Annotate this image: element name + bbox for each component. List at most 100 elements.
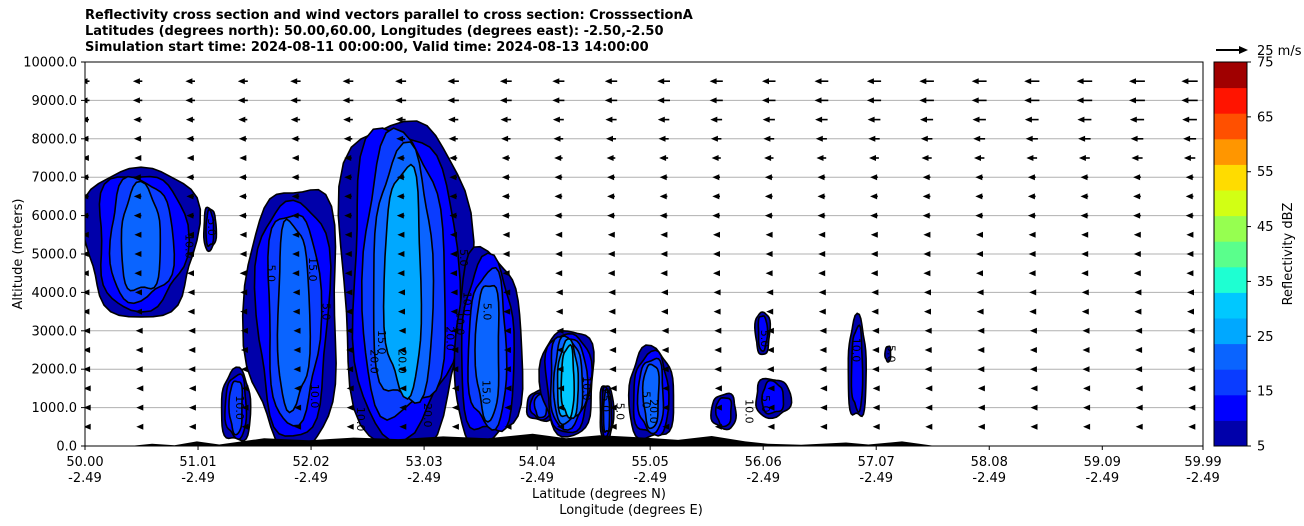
wind-vector	[450, 231, 457, 238]
wind-vector	[1188, 385, 1196, 392]
wind-vector	[815, 135, 827, 142]
wind-vector	[502, 270, 510, 277]
wind-vector	[870, 231, 878, 238]
wind-vector	[135, 347, 143, 353]
wind-vector	[503, 289, 511, 296]
wind-vector	[240, 308, 248, 315]
x-tick-lon-label-8: -2.49	[972, 471, 1006, 486]
wind-vector	[85, 78, 90, 85]
wind-vector	[343, 116, 353, 123]
wind-vector	[660, 270, 668, 277]
wind-vector	[868, 135, 880, 142]
wind-vector	[609, 366, 617, 373]
wind-vector	[239, 231, 247, 238]
wind-vector	[1187, 327, 1195, 334]
wind-vector	[1183, 155, 1196, 161]
colorbar-band-13	[1214, 87, 1247, 114]
wind-vector	[552, 78, 565, 85]
wind-vector	[1083, 423, 1091, 430]
wind-vector	[291, 155, 299, 161]
wind-vector	[866, 97, 882, 104]
wind-vector	[709, 78, 723, 85]
wind-vector	[85, 404, 91, 411]
wind-vector	[398, 308, 405, 315]
colorbar-tick-label-7: 75	[1257, 56, 1274, 71]
wind-vector	[920, 116, 934, 123]
wind-vector	[1076, 78, 1093, 85]
wind-vector	[346, 385, 354, 392]
wind-vector	[238, 116, 248, 123]
wind-vector	[713, 308, 721, 315]
wind-vector	[241, 404, 249, 411]
wind-vector	[134, 231, 142, 238]
wind-vector	[344, 174, 352, 181]
wind-vector	[1133, 174, 1141, 181]
wind-vector	[607, 270, 615, 277]
cell-i	[599, 385, 615, 443]
wind-vector	[713, 251, 720, 257]
wind-vector	[449, 155, 458, 161]
wind-vector	[188, 366, 196, 373]
wind-vector	[1187, 289, 1194, 296]
wind-vector	[714, 423, 722, 430]
wind-vector	[135, 308, 142, 315]
colorbar-label: Reflectivity dBZ	[1281, 203, 1296, 306]
wind-vector	[396, 212, 405, 219]
wind-reference: 25 m/s	[1216, 44, 1302, 59]
wind-vector	[660, 251, 668, 257]
wind-vector	[767, 404, 775, 411]
wind-vector	[449, 193, 457, 200]
wind-vector	[448, 116, 459, 123]
wind-vector	[85, 270, 89, 277]
wind-vector	[1028, 231, 1036, 238]
wind-vector	[815, 116, 828, 123]
y-axis-label: Altitude (meters)	[11, 199, 26, 310]
wind-vector	[976, 270, 983, 277]
cell-m	[755, 377, 793, 420]
cell-k	[710, 392, 738, 431]
x-tick-lon-label-9: -2.49	[1085, 471, 1119, 486]
wind-vector	[343, 135, 353, 142]
contour-label-2: 5.0	[319, 303, 332, 321]
wind-vector	[872, 404, 880, 411]
wind-vector	[867, 116, 881, 123]
cell-h-level-30	[560, 343, 576, 420]
wind-vector	[503, 327, 511, 334]
wind-vector	[817, 212, 826, 219]
wind-vector	[504, 385, 512, 392]
x-tick-lat-label-9: 59.09	[1084, 455, 1121, 470]
wind-vector	[713, 289, 721, 296]
wind-vector	[451, 385, 459, 392]
wind-vector	[710, 135, 722, 142]
wind-vector	[1027, 174, 1036, 181]
wind-vector	[1029, 347, 1037, 353]
wind-vector	[872, 423, 880, 430]
wind-vector	[555, 231, 563, 238]
wind-vector	[133, 135, 142, 142]
wind-vector	[816, 155, 827, 161]
wind-vector	[240, 289, 248, 296]
colorbar-band-3	[1214, 343, 1247, 370]
wind-vector	[399, 423, 407, 430]
wind-vector	[871, 289, 879, 296]
wind-vector	[344, 193, 352, 200]
wind-vector	[448, 135, 458, 142]
wind-vector	[85, 385, 91, 392]
wind-vector	[557, 404, 565, 411]
wind-vector	[920, 135, 933, 142]
contour-label-21: 5.0	[639, 391, 652, 409]
colorbar-tick-label-3: 35	[1257, 275, 1274, 290]
x-tick-lon-label-0: -2.49	[68, 471, 102, 486]
wind-vector	[399, 404, 407, 411]
wind-vector	[291, 212, 300, 219]
colorbar-frame	[1213, 61, 1248, 447]
wind-vector	[399, 385, 407, 392]
wind-vector	[292, 270, 300, 277]
wind-vector	[975, 174, 983, 181]
wind-vector	[609, 347, 617, 353]
wind-vector	[1083, 385, 1091, 392]
wind-vector	[606, 155, 616, 161]
wind-vector	[1187, 366, 1195, 373]
x-tick-lat-label-8: 58.08	[971, 455, 1008, 470]
